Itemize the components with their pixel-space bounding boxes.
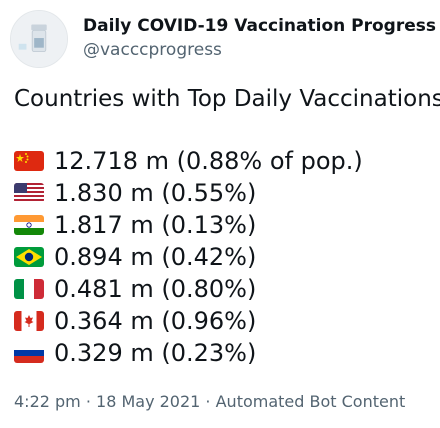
china-flag-icon bbox=[14, 151, 44, 171]
account-display-name[interactable]: Daily COVID-19 Vaccination Progress bbox=[83, 16, 436, 36]
stat-text: 0.364 m (0.96%) bbox=[54, 307, 257, 335]
list-item-russia: 0.329 m (0.23%) bbox=[14, 337, 434, 369]
canada-flag-icon bbox=[14, 311, 44, 331]
tweet-header: Daily COVID-19 Vaccination Progress @vac… bbox=[10, 10, 436, 72]
russia-flag-icon bbox=[14, 343, 44, 363]
list-item-india: 1.817 m (0.13%) bbox=[14, 209, 434, 241]
brazil-flag-icon bbox=[14, 247, 44, 267]
tweet-title: Countries with Top Daily Vaccinations bbox=[14, 86, 440, 112]
tweet-timestamp[interactable]: 4:22 pm · 18 May 2021 · Automated Bot Co… bbox=[14, 392, 406, 411]
list-item-brazil: 0.894 m (0.42%) bbox=[14, 241, 434, 273]
stat-text: 0.481 m (0.80%) bbox=[54, 275, 257, 303]
avatar[interactable] bbox=[10, 10, 68, 68]
vaccination-list: 12.718 m (0.88% of pop.) 1.830 m (0.55%)… bbox=[14, 145, 434, 369]
list-item-usa: 1.830 m (0.55%) bbox=[14, 177, 434, 209]
stat-text: 0.894 m (0.42%) bbox=[54, 243, 257, 271]
account-handle[interactable]: @vacccprogress bbox=[83, 40, 222, 60]
stat-text: 12.718 m (0.88% of pop.) bbox=[54, 147, 363, 175]
list-item-china: 12.718 m (0.88% of pop.) bbox=[14, 145, 434, 177]
italy-flag-icon bbox=[14, 279, 44, 299]
stat-text: 1.817 m (0.13%) bbox=[54, 211, 257, 239]
stat-text: 0.329 m (0.23%) bbox=[54, 339, 257, 367]
vaccine-vial-icon bbox=[11, 11, 67, 67]
list-item-canada: 0.364 m (0.96%) bbox=[14, 305, 434, 337]
list-item-italy: 0.481 m (0.80%) bbox=[14, 273, 434, 305]
stat-text: 1.830 m (0.55%) bbox=[54, 179, 257, 207]
india-flag-icon bbox=[14, 215, 44, 235]
usa-flag-icon bbox=[14, 183, 44, 203]
